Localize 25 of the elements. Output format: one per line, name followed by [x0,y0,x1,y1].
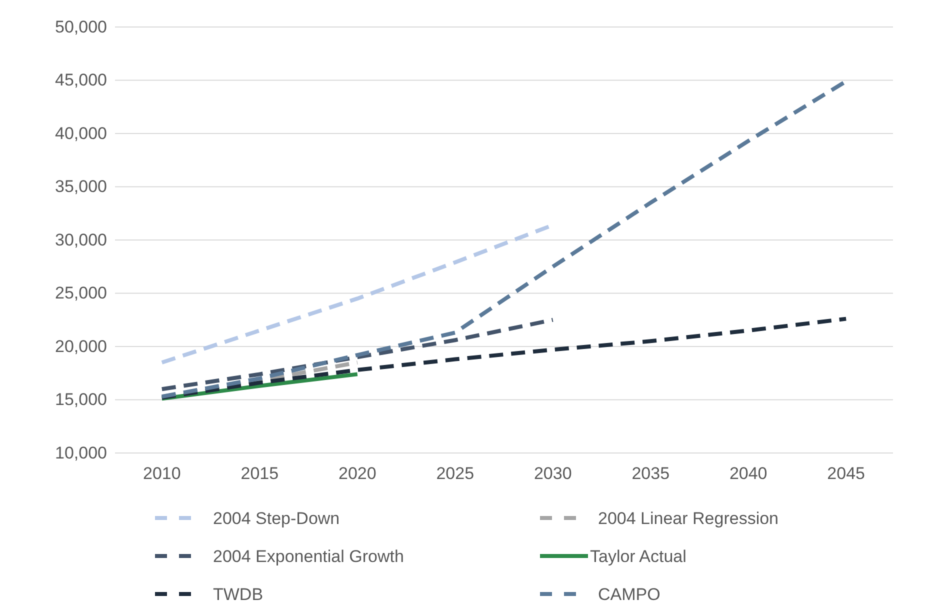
y-tick-label: 20,000 [55,336,107,356]
x-tick-label: 2030 [534,464,572,484]
y-tick-label: 10,000 [55,443,107,462]
x-tick-label: 2010 [143,464,181,484]
y-tick-label: 15,000 [55,390,107,410]
x-tick-label: 2015 [240,464,279,484]
legend-label: 2004 Step-Down [213,509,340,528]
x-tick-label: 2020 [338,464,376,484]
x-tick-label: 2035 [632,464,670,484]
y-tick-label: 30,000 [55,230,107,250]
legend-label: 2004 Linear Regression [598,509,779,528]
x-tick-label: 2025 [436,464,474,484]
legend-label: 2004 Exponential Growth [213,547,404,566]
x-tick-label: 2040 [729,464,768,484]
y-tick-label: 40,000 [55,124,107,143]
y-tick-label: 25,000 [55,284,107,303]
y-tick-label: 35,000 [55,177,107,196]
legend-label: CAMPO [598,585,660,604]
y-tick-label: 50,000 [55,17,107,36]
legend-label: Taylor Actual [590,547,686,566]
line-series [160,318,555,392]
y-tick-label: 45,000 [55,70,107,90]
x-tick-label: 2045 [827,464,865,484]
line-series [160,316,848,400]
legend-label: TWDB [213,585,264,604]
